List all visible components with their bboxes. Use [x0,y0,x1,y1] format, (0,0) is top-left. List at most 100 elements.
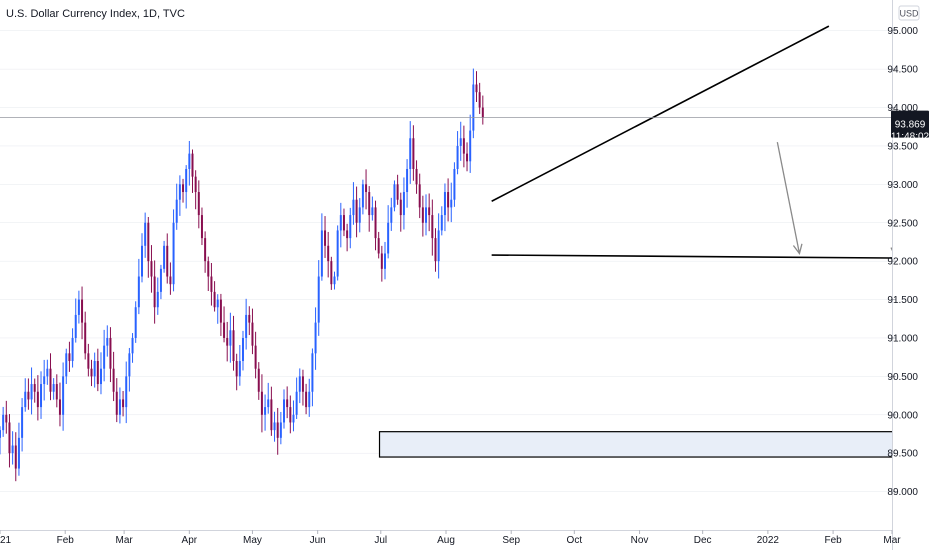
candle[interactable] [295,377,298,419]
candle[interactable] [182,178,185,203]
candle[interactable] [336,225,339,281]
candle[interactable] [314,307,317,370]
candle[interactable] [339,202,342,248]
candle[interactable] [254,331,257,379]
candle[interactable] [390,197,393,231]
candle[interactable] [374,200,377,251]
upper-trendline[interactable] [491,25,830,202]
candle[interactable] [226,321,229,362]
candle[interactable] [81,286,84,340]
candle[interactable] [481,95,484,125]
candle[interactable] [333,271,336,290]
candle[interactable] [125,361,128,424]
candle[interactable] [36,375,39,421]
candle[interactable] [147,217,150,278]
candle[interactable] [383,241,386,280]
candle[interactable] [241,330,244,371]
candle[interactable] [368,186,371,232]
candle[interactable] [150,245,153,293]
candle[interactable] [99,352,102,395]
candle[interactable] [311,348,314,407]
candle[interactable] [248,306,251,336]
candle[interactable] [428,193,431,232]
candle[interactable] [276,407,279,455]
candle[interactable] [286,386,289,419]
candle[interactable] [178,175,181,216]
candle[interactable] [58,382,61,427]
candle[interactable] [216,294,219,324]
candle[interactable] [197,180,200,229]
candle[interactable] [103,329,106,382]
candle[interactable] [450,182,453,223]
candle[interactable] [191,149,194,193]
candle[interactable] [305,383,308,415]
candle[interactable] [478,82,481,114]
projection-arrow[interactable] [776,141,803,255]
candle[interactable] [68,341,71,372]
candle[interactable] [279,411,282,445]
candle[interactable] [459,121,462,161]
candle[interactable] [93,352,96,388]
candle[interactable] [453,162,456,207]
candle[interactable] [267,382,270,414]
candle[interactable] [406,159,409,208]
candle[interactable] [219,293,222,336]
candle[interactable] [260,374,263,433]
candle[interactable] [33,378,36,403]
candle[interactable] [434,228,437,272]
time-axis-panel[interactable] [0,530,892,550]
candle[interactable] [96,348,99,392]
candle[interactable] [62,362,65,431]
candle[interactable] [371,196,374,221]
candle[interactable] [273,411,276,442]
candle[interactable] [27,378,30,410]
candle[interactable] [349,207,352,249]
candle[interactable] [163,240,166,273]
candle[interactable] [399,192,402,232]
price-axis-panel[interactable] [892,0,932,550]
candle[interactable] [418,173,421,219]
candle[interactable] [188,140,191,186]
candle[interactable] [65,348,68,384]
candle[interactable] [365,169,368,210]
candle[interactable] [24,378,27,412]
candle[interactable] [317,260,320,336]
candle[interactable] [87,343,90,377]
candle[interactable] [115,378,118,423]
candle[interactable] [84,311,87,360]
candle[interactable] [128,347,131,392]
candle[interactable] [292,400,295,432]
candle[interactable] [112,351,115,402]
candle[interactable] [308,378,311,417]
candle[interactable] [74,298,77,343]
candle[interactable] [122,391,125,417]
candle[interactable] [289,395,292,434]
candle[interactable] [2,406,5,437]
candle[interactable] [361,179,364,215]
candle[interactable] [118,387,121,424]
candle[interactable] [412,125,415,181]
candle[interactable] [443,183,446,232]
candle[interactable] [106,325,109,357]
candle[interactable] [0,426,1,455]
candle[interactable] [387,205,390,259]
candle[interactable] [425,194,428,236]
candle[interactable] [40,371,43,419]
candle[interactable] [437,213,440,279]
candle[interactable] [472,68,475,139]
candle[interactable] [17,422,20,476]
candle[interactable] [144,212,147,258]
candle[interactable] [52,378,55,400]
candle[interactable] [49,353,52,401]
candle[interactable] [204,231,207,273]
candle-layer[interactable] [0,68,484,482]
candle[interactable] [131,333,134,363]
candle[interactable] [77,290,80,324]
candle[interactable] [421,195,424,237]
candle[interactable] [172,209,175,292]
candle[interactable] [469,114,472,173]
candle[interactable] [466,142,469,172]
candle[interactable] [402,177,405,230]
candle[interactable] [330,256,333,290]
